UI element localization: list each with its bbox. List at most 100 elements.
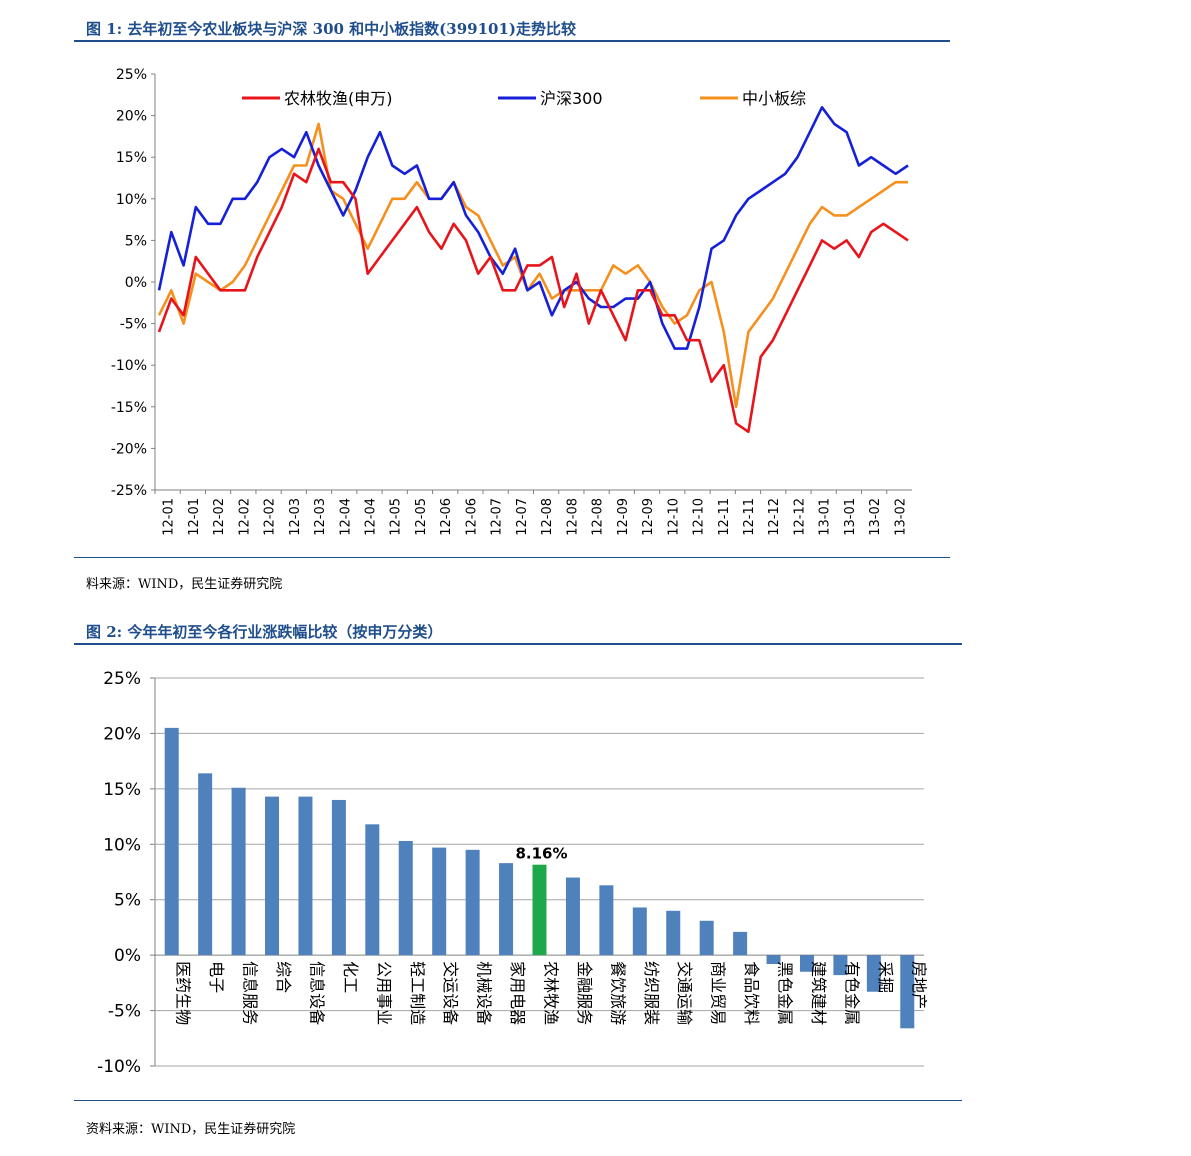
bar-10 [499,863,514,956]
x-tick-label: 12-07 [490,498,505,536]
y-tick-label: 15% [116,150,147,166]
x-tick-label: 12-09 [616,498,631,536]
category-label: 纺织服装 [642,961,661,1025]
bar-5 [331,799,346,956]
y-tick-label: 20% [103,724,141,744]
bar-14 [632,907,647,956]
y-tick-label: -25% [111,483,147,499]
legend-label: 农林牧渔(申万) [284,89,393,108]
x-tick-label: 12-08 [565,498,580,536]
x-tick-label: 12-03 [313,498,328,536]
y-tick-label: -10% [111,358,147,374]
x-tick-label: 12-02 [263,498,278,536]
bar-13 [599,885,614,956]
y-tick-label: 20% [116,109,147,125]
x-tick-label: 12-07 [515,498,530,536]
x-tick-label: 13-02 [868,498,883,536]
category-label: 电子 [207,961,226,993]
bar-7 [398,840,413,956]
x-tick-label: 12-05 [414,498,429,536]
line-chart: 25% 20% 15% 10% 5% 0% -5% -10% -15% -20% -25% 12-01… [111,67,912,536]
category-label: 公用事业 [374,961,393,1025]
x-tick-label: 12-08 [540,498,555,536]
y-tick-label: -5% [108,1002,141,1022]
figure1-top-rule [74,40,950,42]
category-label: 医药生物 [174,961,193,1025]
bar-chart: 25% 20% 15% 10% 5% 0% -5% -10% 医药生物 电子 信息服务 综合 信息设备… [97,669,928,1077]
y-tick-label: 0% [125,275,147,291]
bar-18 [766,955,781,965]
y-tick-label: -5% [120,317,147,333]
category-label: 黑色金属 [776,961,795,1025]
y-tick-label: 15% [103,780,141,800]
legend-label: 中小板综 [742,89,806,108]
category-label: 交运设备 [441,961,460,1025]
y-tick-label: 25% [116,67,147,83]
category-label: 信息设备 [307,961,326,1025]
x-tick-label: 12-10 [692,498,707,536]
highlight-data-label: 8.16% [515,845,567,863]
y-tick-label: -15% [111,400,147,416]
category-label: 交通运输 [675,961,694,1025]
y-tick-label: 5% [125,233,147,249]
category-label: 农林牧渔 [542,961,561,1025]
figure2-bottom-rule [74,1100,962,1101]
series-line-1 [157,105,909,350]
category-label: 采掘 [876,961,895,993]
bar-21 [866,955,881,992]
figure2-title: 图 2: 今年年初至今各行业涨跌幅比较（按申万分类） [86,623,443,641]
x-tick-label: 13-01 [843,498,858,536]
category-label: 金融服务 [575,961,594,1025]
bar-16 [699,920,714,956]
category-label: 家用电器 [508,961,527,1025]
x-tick-label: 12-04 [338,498,353,536]
bar-9 [465,849,480,956]
x-tick-label: 12-08 [591,498,606,536]
y-tick-label: 10% [103,835,141,855]
x-tick-label: 12-01 [187,498,202,536]
category-label: 综合 [274,961,293,993]
x-tick-label: 12-11 [742,498,757,536]
bar-8 [432,847,447,956]
bar-1 [198,773,213,956]
figure2-source: 资料来源：WIND，民生证券研究院 [86,1122,296,1137]
bar-0 [164,727,179,956]
x-tick-label: 12-01 [162,498,177,536]
category-label: 餐饮旅游 [608,961,627,1025]
category-label: 有色金属 [842,961,861,1025]
bar-3 [265,796,280,956]
bar-12 [565,877,580,956]
category-label: 房地产 [909,961,928,1009]
x-tick-label: 12-04 [363,498,378,536]
x-tick-label: 12-11 [717,498,732,536]
bar-4 [298,796,313,956]
category-label: 商业贸易 [709,961,728,1025]
x-tick-label: 13-02 [893,498,908,536]
y-tick-label: 0% [114,946,141,966]
figure1-title: 图 1: 去年初至今农业板块与沪深 300 和中小板指数(399101)走势比较 [86,20,576,38]
x-tick-label: 12-02 [212,498,227,536]
x-tick-label: 13-01 [818,498,833,536]
bar-22 [900,955,915,1029]
x-tick-label: 12-06 [464,498,479,536]
bar-11 [532,864,547,956]
x-tick-label: 12-02 [237,498,252,536]
y-tick-label: 25% [103,669,141,689]
category-label: 建筑建材 [809,961,828,1025]
x-tick-label: 12-12 [767,498,782,536]
x-tick-label: 12-05 [389,498,404,536]
category-label: 化工 [341,961,360,993]
legend-label: 沪深300 [540,89,603,108]
category-label: 机械设备 [475,961,494,1025]
bar-19 [799,955,814,972]
x-tick-label: 12-03 [288,498,303,536]
category-label: 信息服务 [241,961,260,1025]
bar-6 [365,824,380,956]
figure1-source: 料来源：WIND，民生证券研究院 [86,577,283,592]
series-line-2 [157,122,908,409]
category-label: 食品饮料 [742,961,761,1025]
series-line-0 [157,147,909,434]
x-tick-label: 12-12 [792,498,807,536]
y-tick-label: 5% [114,891,141,911]
y-tick-label: -10% [97,1057,141,1077]
